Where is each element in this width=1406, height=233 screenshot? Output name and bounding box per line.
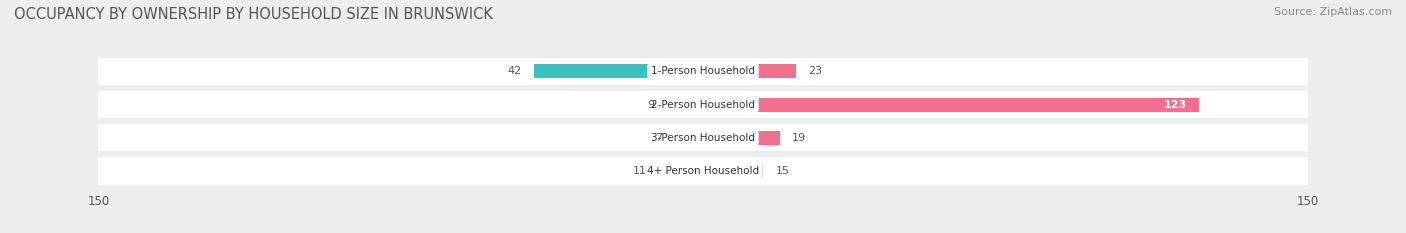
Bar	[703, 131, 779, 145]
Text: 1-Person Household: 1-Person Household	[651, 66, 755, 76]
Text: 11: 11	[633, 166, 647, 176]
Text: 2-Person Household: 2-Person Household	[651, 99, 755, 110]
Bar	[703, 98, 1199, 112]
Text: 123: 123	[1164, 99, 1187, 110]
Bar	[98, 58, 1308, 85]
Text: 7: 7	[655, 133, 662, 143]
Bar	[98, 158, 1308, 185]
Text: 19: 19	[792, 133, 806, 143]
Text: 42: 42	[508, 66, 522, 76]
Text: OCCUPANCY BY OWNERSHIP BY HOUSEHOLD SIZE IN BRUNSWICK: OCCUPANCY BY OWNERSHIP BY HOUSEHOLD SIZE…	[14, 7, 494, 22]
Bar	[98, 91, 1308, 118]
Bar	[658, 164, 703, 178]
Text: 9: 9	[648, 99, 655, 110]
Bar	[675, 131, 703, 145]
Text: 15: 15	[776, 166, 790, 176]
Bar	[703, 64, 796, 78]
Text: 23: 23	[808, 66, 823, 76]
Bar	[534, 64, 703, 78]
Bar	[98, 124, 1308, 151]
Bar	[666, 98, 703, 112]
Text: Source: ZipAtlas.com: Source: ZipAtlas.com	[1274, 7, 1392, 17]
Bar	[703, 164, 763, 178]
Text: 4+ Person Household: 4+ Person Household	[647, 166, 759, 176]
Text: 3-Person Household: 3-Person Household	[651, 133, 755, 143]
